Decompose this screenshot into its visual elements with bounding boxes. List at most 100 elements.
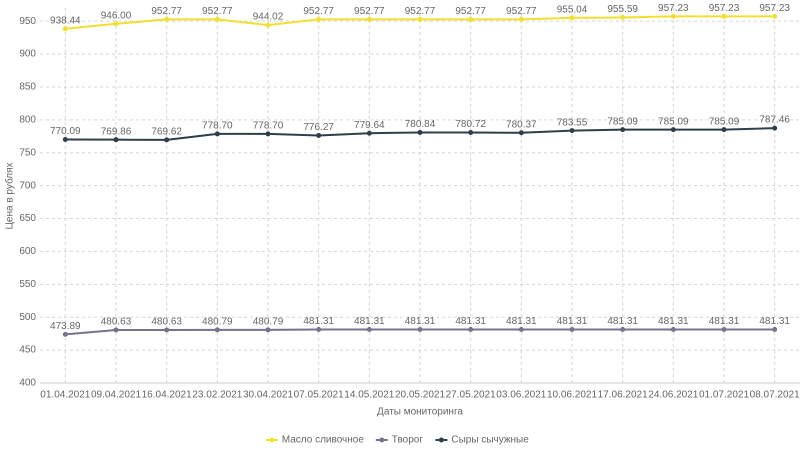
data-label: 480.79 bbox=[202, 316, 233, 327]
data-point bbox=[468, 327, 474, 333]
data-point bbox=[569, 128, 575, 134]
data-point bbox=[670, 127, 676, 133]
data-label: 481.31 bbox=[455, 316, 486, 327]
data-label: 952.77 bbox=[405, 6, 436, 17]
x-tick-label: 20.05.2021 bbox=[395, 390, 445, 401]
data-label: 955.04 bbox=[557, 4, 588, 15]
data-label: 480.63 bbox=[151, 317, 182, 328]
data-label: 957.23 bbox=[759, 3, 790, 14]
x-tick-label: 10.06.2021 bbox=[547, 390, 597, 401]
y-tick-label: 700 bbox=[19, 180, 36, 191]
data-point bbox=[316, 132, 322, 138]
x-tick-label: 07.05.2021 bbox=[294, 390, 344, 401]
data-point bbox=[772, 327, 778, 333]
data-label: 778.70 bbox=[253, 120, 284, 131]
x-axis-title: Даты мониторинга bbox=[377, 407, 463, 418]
data-label: 480.63 bbox=[101, 317, 132, 328]
data-point bbox=[366, 16, 372, 22]
data-label: 776.27 bbox=[303, 122, 334, 133]
legend-label: Масло сливочное bbox=[282, 435, 365, 446]
y-tick-label: 600 bbox=[19, 246, 36, 257]
data-point bbox=[670, 13, 676, 19]
x-tick-label: 03.06.2021 bbox=[496, 390, 546, 401]
data-label: 770.09 bbox=[50, 126, 81, 137]
data-point bbox=[772, 125, 778, 131]
data-point bbox=[721, 127, 727, 133]
data-point bbox=[214, 131, 220, 137]
data-point bbox=[316, 16, 322, 22]
data-label: 769.62 bbox=[151, 126, 182, 137]
data-label: 787.46 bbox=[759, 115, 790, 126]
data-label: 952.77 bbox=[455, 6, 486, 17]
data-point bbox=[113, 21, 119, 27]
data-label: 481.31 bbox=[405, 316, 436, 327]
legend-swatch bbox=[438, 437, 444, 443]
data-label: 944.02 bbox=[253, 12, 284, 23]
data-point bbox=[721, 13, 727, 19]
data-point bbox=[518, 16, 524, 22]
y-tick-label: 500 bbox=[19, 312, 36, 323]
data-label: 481.31 bbox=[607, 316, 638, 327]
data-label: 957.23 bbox=[709, 3, 740, 14]
data-point bbox=[417, 129, 423, 135]
data-label: 780.37 bbox=[506, 119, 537, 130]
x-tick-label: 01.04.2021 bbox=[40, 390, 90, 401]
data-point bbox=[620, 14, 626, 20]
data-label: 778.70 bbox=[202, 120, 233, 131]
data-point bbox=[518, 130, 524, 136]
y-tick-label: 900 bbox=[19, 49, 36, 60]
data-point bbox=[214, 16, 220, 22]
data-point bbox=[366, 130, 372, 136]
data-point bbox=[214, 327, 220, 333]
data-label: 783.55 bbox=[557, 117, 588, 128]
data-point bbox=[366, 327, 372, 333]
data-point bbox=[772, 13, 778, 19]
data-label: 952.77 bbox=[202, 6, 233, 17]
data-label: 481.31 bbox=[354, 316, 385, 327]
y-tick-label: 400 bbox=[19, 378, 36, 389]
data-point bbox=[468, 16, 474, 22]
data-label: 780.84 bbox=[405, 119, 436, 130]
x-tick-label: 17.06.2021 bbox=[598, 390, 648, 401]
data-point bbox=[164, 137, 170, 143]
data-point bbox=[620, 327, 626, 333]
data-point bbox=[417, 16, 423, 22]
data-label: 779.64 bbox=[354, 120, 385, 131]
legend-swatch bbox=[379, 437, 385, 443]
y-tick-label: 450 bbox=[19, 345, 36, 356]
x-tick-label: 09.04.2021 bbox=[91, 390, 141, 401]
data-point bbox=[417, 327, 423, 333]
data-point bbox=[468, 130, 474, 136]
x-tick-label: 30.04.2021 bbox=[243, 390, 293, 401]
data-point bbox=[113, 137, 119, 143]
data-label: 955.59 bbox=[607, 4, 638, 15]
x-tick-label: 08.07.2021 bbox=[750, 390, 800, 401]
data-point bbox=[113, 327, 119, 333]
y-tick-label: 750 bbox=[19, 147, 36, 158]
y-tick-label: 850 bbox=[19, 82, 36, 93]
data-label: 952.77 bbox=[506, 6, 537, 17]
y-tick-label: 650 bbox=[19, 213, 36, 224]
data-point bbox=[670, 327, 676, 333]
data-point bbox=[62, 137, 68, 143]
x-tick-label: 23.02.2021 bbox=[192, 390, 242, 401]
data-label: 473.89 bbox=[50, 321, 81, 332]
data-label: 481.31 bbox=[303, 316, 334, 327]
x-tick-label: 14.05.2021 bbox=[344, 390, 394, 401]
data-label: 481.31 bbox=[759, 316, 790, 327]
data-label: 785.09 bbox=[607, 116, 638, 127]
data-point bbox=[569, 327, 575, 333]
x-tick-label: 27.05.2021 bbox=[446, 390, 496, 401]
data-point bbox=[518, 327, 524, 333]
legend-label: Сыры сычужные bbox=[451, 435, 529, 446]
data-label: 780.72 bbox=[455, 119, 486, 130]
data-label: 952.77 bbox=[303, 6, 334, 17]
data-label: 481.31 bbox=[506, 316, 537, 327]
data-label: 481.31 bbox=[709, 316, 740, 327]
data-label: 946.00 bbox=[101, 10, 132, 21]
data-label: 785.09 bbox=[709, 116, 740, 127]
y-tick-label: 800 bbox=[19, 114, 36, 125]
y-tick-label: 550 bbox=[19, 279, 36, 290]
data-point bbox=[62, 331, 68, 337]
